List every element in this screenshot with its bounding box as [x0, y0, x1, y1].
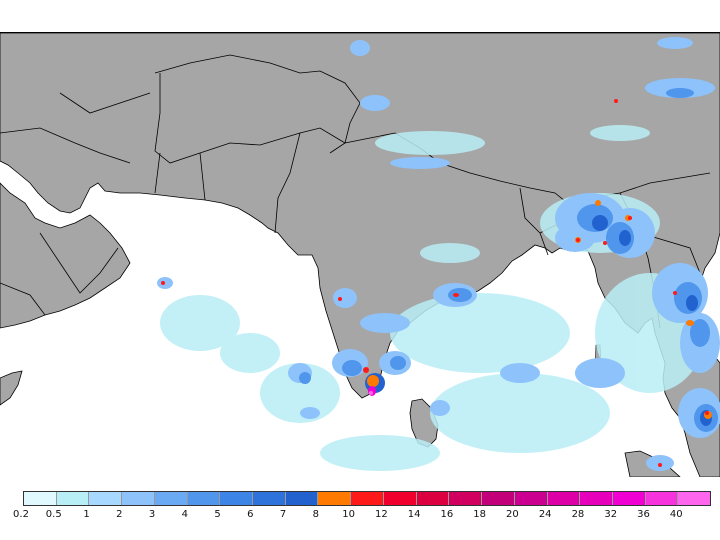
colorbar-cell — [154, 492, 188, 505]
colorbar-label: 7 — [279, 509, 287, 520]
colorbar-label: 14 — [407, 509, 421, 520]
colorbar-label: 32 — [604, 509, 618, 520]
colorbar-cell — [351, 492, 384, 505]
colorbar-cell — [24, 492, 57, 505]
colorbar-label: 12 — [375, 509, 388, 520]
colorbar-label: 10 — [342, 509, 355, 520]
landmass-somalia — [0, 370, 23, 406]
colorbar-cell — [416, 492, 450, 505]
colorbar-label: 6 — [247, 509, 254, 520]
colorbar-cell — [56, 492, 90, 505]
colorbar-label: 24 — [538, 509, 552, 520]
colorbar-cell — [253, 492, 286, 505]
precip-layer — [157, 37, 720, 471]
colorbar-cell — [449, 492, 483, 505]
landmass-arabia — [0, 182, 131, 329]
colorbar-cell — [645, 492, 679, 505]
colorbar-cell — [220, 492, 254, 505]
colorbar-label: 28 — [571, 509, 585, 520]
colorbar-cell — [580, 492, 613, 505]
precipitation-map — [0, 32, 720, 477]
colorbar-cell — [187, 492, 221, 505]
colorbar-cell — [482, 492, 515, 505]
colorbar-cell — [318, 492, 352, 505]
colorbar-cell — [547, 492, 581, 505]
colorbar-cell — [122, 492, 155, 505]
colorbar-cell — [612, 492, 646, 505]
colorbar-cell — [678, 492, 711, 505]
colorbar-cell — [383, 492, 417, 505]
colorbar-cell — [89, 492, 123, 505]
colorbar-label: 16 — [440, 509, 454, 520]
colorbar-label: 20 — [506, 509, 519, 520]
colorbar-label: 5 — [214, 509, 221, 520]
colorbar-label: 4 — [181, 509, 188, 520]
precip-colorbar — [23, 491, 711, 506]
colorbar-label: 1 — [83, 509, 90, 520]
colorbar-cell — [514, 492, 548, 505]
colorbar-label: 18 — [473, 509, 487, 520]
colorbar-label: 2 — [116, 509, 123, 520]
colorbar-label: 40 — [669, 509, 683, 520]
colorbar-label: 0.5 — [45, 509, 62, 520]
colorbar-label: 8 — [312, 509, 320, 520]
colorbar-cell — [285, 492, 319, 505]
precip-colorbar-labels: 0.2 0.5 1 2 3 4 5 6 7 8 10 12 14 16 18 20 24 28 32 36 40 — [0, 509, 720, 523]
colorbar-label: 3 — [148, 509, 156, 520]
colorbar-label: 36 — [637, 509, 650, 520]
colorbar-label: 0.2 — [13, 509, 29, 520]
